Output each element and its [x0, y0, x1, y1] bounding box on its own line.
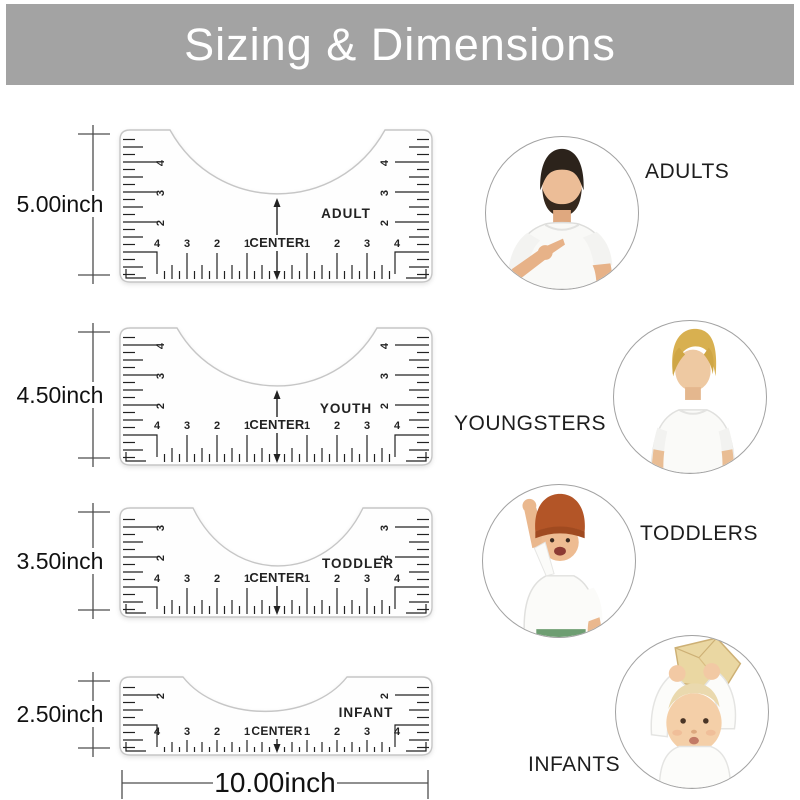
svg-text:2: 2 [214, 726, 220, 738]
page-title: Sizing & Dimensions [184, 19, 616, 70]
svg-text:2: 2 [334, 238, 340, 250]
ruler-svg-youth: 2 2 3 3 4 4 4 3 2 1 1 2 3 4 CENTER YOUTH [119, 327, 433, 466]
svg-text:1: 1 [244, 420, 250, 432]
svg-text:3: 3 [364, 238, 370, 250]
svg-text:1: 1 [244, 238, 250, 250]
svg-text:1: 1 [304, 726, 310, 738]
svg-text:4: 4 [379, 159, 391, 166]
svg-text:3: 3 [364, 573, 370, 585]
svg-text:4: 4 [394, 726, 401, 738]
svg-text:4: 4 [154, 238, 161, 250]
svg-text:3: 3 [155, 190, 167, 196]
svg-text:4: 4 [155, 342, 167, 349]
category-label-infants: INFANTS [528, 753, 621, 776]
size-label-adult: 5.00inch [8, 191, 112, 217]
ruler-toddler: 2 2 3 3 4 3 2 1 1 2 3 4 CENTER TODDLER [117, 505, 435, 625]
svg-text:2: 2 [155, 555, 167, 561]
svg-text:3: 3 [379, 373, 391, 379]
svg-text:3: 3 [364, 420, 370, 432]
photo-youngsters [613, 320, 767, 474]
photo-toddlers [482, 484, 636, 638]
svg-text:2: 2 [155, 403, 167, 409]
ruler-adult: 2 2 3 3 4 4 4 3 2 1 1 2 3 4 CENTER ADULT [117, 127, 435, 290]
svg-text:4: 4 [154, 573, 161, 585]
svg-text:4: 4 [379, 342, 391, 349]
teen-boy-illustration [650, 328, 736, 473]
svg-text:2: 2 [214, 420, 220, 432]
svg-text:3: 3 [184, 573, 190, 585]
svg-text:4: 4 [155, 159, 167, 166]
svg-text:3: 3 [184, 420, 190, 432]
svg-text:4: 4 [394, 238, 401, 250]
svg-text:2: 2 [379, 403, 391, 409]
svg-text:2: 2 [214, 238, 220, 250]
toddler-boy-illustration [522, 493, 603, 637]
size-label-infant: 2.50inch [8, 701, 112, 727]
photo-adults [485, 136, 639, 290]
svg-text:2: 2 [379, 220, 391, 226]
svg-text:2: 2 [379, 693, 391, 699]
ruler-svg-toddler: 2 2 3 3 4 3 2 1 1 2 3 4 CENTER TODDLER [119, 507, 433, 618]
svg-text:3: 3 [379, 190, 391, 196]
svg-text:1: 1 [304, 420, 310, 432]
svg-text:2: 2 [155, 220, 167, 226]
svg-text:3: 3 [364, 726, 370, 738]
svg-text:2: 2 [214, 573, 220, 585]
svg-text:TODDLER: TODDLER [322, 556, 394, 571]
ruler-svg-adult: 2 2 3 3 4 4 4 3 2 1 1 2 3 4 CENTER ADULT [119, 129, 433, 283]
svg-text:4: 4 [154, 726, 161, 738]
svg-text:YOUTH: YOUTH [320, 401, 372, 416]
svg-text:4: 4 [394, 420, 401, 432]
svg-text:3: 3 [184, 726, 190, 738]
category-label-youngsters: YOUNGSTERS [454, 412, 607, 435]
width-dimension-label: 10.00inch [213, 767, 337, 798]
svg-text:2: 2 [334, 726, 340, 738]
size-label-toddler: 3.50inch [8, 548, 112, 574]
svg-text:4: 4 [154, 420, 161, 432]
svg-text:CENTER: CENTER [249, 417, 305, 432]
svg-text:1: 1 [244, 726, 250, 738]
svg-text:1: 1 [304, 573, 310, 585]
svg-text:CENTER: CENTER [249, 235, 305, 250]
title-banner: Sizing & Dimensions [6, 4, 794, 85]
ruler-infant: 2 2 4 3 2 1 1 2 3 4 CENTER INFANT [117, 674, 435, 763]
baby-illustration [650, 637, 742, 788]
category-label-adults: ADULTS [645, 160, 730, 183]
svg-text:3: 3 [155, 525, 167, 531]
svg-text:3: 3 [184, 238, 190, 250]
ruler-svg-infant: 2 2 4 3 2 1 1 2 3 4 CENTER INFANT [119, 676, 433, 756]
svg-text:ADULT: ADULT [321, 206, 371, 221]
svg-text:4: 4 [394, 573, 401, 585]
ruler-youth: 2 2 3 3 4 4 4 3 2 1 1 2 3 4 CENTER YOUTH [117, 325, 435, 473]
svg-text:1: 1 [244, 573, 250, 585]
svg-text:1: 1 [304, 238, 310, 250]
category-label-toddlers: TODDLERS [640, 522, 758, 545]
svg-text:CENTER: CENTER [251, 724, 302, 738]
svg-text:CENTER: CENTER [249, 570, 305, 585]
size-label-youth: 4.50inch [8, 382, 112, 408]
photo-infants [615, 635, 769, 789]
svg-text:2: 2 [334, 573, 340, 585]
svg-text:3: 3 [155, 373, 167, 379]
svg-text:2: 2 [155, 693, 167, 699]
svg-text:2: 2 [334, 420, 340, 432]
svg-text:INFANT: INFANT [339, 705, 394, 720]
svg-text:3: 3 [379, 525, 391, 531]
svg-text:2: 2 [379, 555, 391, 561]
adult-man-illustration [508, 148, 614, 289]
